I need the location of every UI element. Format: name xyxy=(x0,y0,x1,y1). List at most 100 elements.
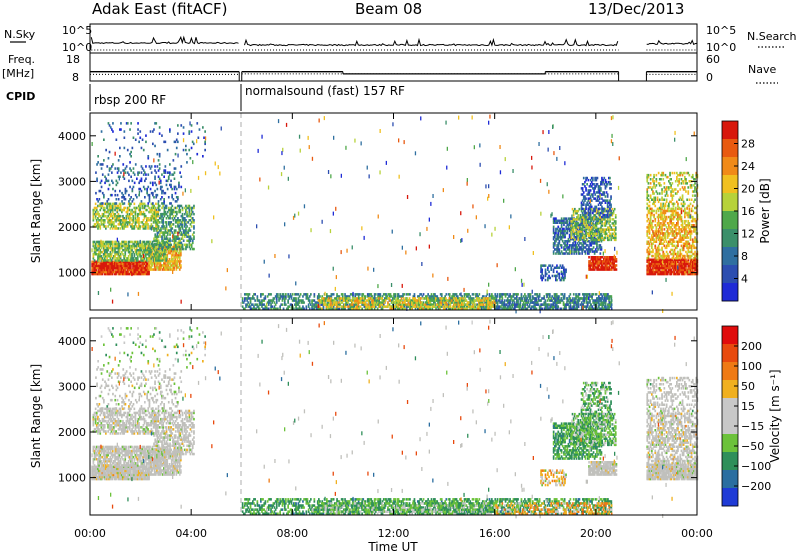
power-cell xyxy=(564,240,566,243)
power-cell xyxy=(445,293,448,296)
power-cell xyxy=(98,266,100,270)
power-cell xyxy=(133,244,136,248)
power-cell xyxy=(454,305,456,308)
power-cell xyxy=(305,293,308,296)
power-cell xyxy=(120,272,123,276)
power-cell xyxy=(429,307,431,310)
power-cell xyxy=(175,256,178,259)
power-cell xyxy=(609,301,612,304)
power-cell xyxy=(445,301,447,304)
power-cell xyxy=(317,299,320,302)
power-cell xyxy=(119,242,122,246)
power-cell xyxy=(275,299,278,302)
power-cell xyxy=(125,219,128,222)
power-cell xyxy=(418,301,421,304)
power-cell xyxy=(552,219,555,222)
power-cell xyxy=(135,259,138,262)
power-cell xyxy=(165,245,168,249)
power-cell xyxy=(561,272,564,276)
power-cell xyxy=(612,258,614,261)
power-cell xyxy=(549,299,551,302)
power-cell xyxy=(92,217,95,220)
power-cell xyxy=(126,257,129,260)
power-cell xyxy=(139,264,141,268)
power-cell xyxy=(282,293,285,296)
power-cell xyxy=(288,297,291,300)
power-cell xyxy=(605,268,607,271)
power-cell xyxy=(123,266,125,270)
power-cell xyxy=(122,202,124,206)
power-cell xyxy=(138,253,140,256)
power-cell xyxy=(575,244,578,247)
power-cell xyxy=(339,297,341,300)
power-cell xyxy=(312,307,314,310)
power-cell xyxy=(591,256,594,259)
power-cell xyxy=(124,255,127,258)
power-cell xyxy=(381,299,384,302)
power-cell xyxy=(348,305,351,308)
power-cell xyxy=(145,177,147,180)
power-cell xyxy=(111,208,114,212)
power-cell xyxy=(105,227,107,230)
power-cell xyxy=(588,268,590,271)
power-cell xyxy=(135,257,138,260)
power-cell xyxy=(448,295,451,298)
power-cell xyxy=(187,233,190,236)
power-cell xyxy=(159,262,162,265)
power-cell xyxy=(105,248,107,252)
power-cell xyxy=(294,303,296,306)
power-cell xyxy=(170,243,172,247)
power-cell xyxy=(561,227,564,231)
power-cell xyxy=(169,251,172,255)
power-cell xyxy=(315,305,318,308)
power-cell xyxy=(122,221,124,224)
power-cell xyxy=(148,255,150,258)
power-cell xyxy=(117,262,120,266)
power-cell xyxy=(496,293,499,296)
power-cell xyxy=(130,196,132,199)
power-cell xyxy=(99,257,102,260)
power-cell xyxy=(191,140,194,144)
power-cell xyxy=(604,264,606,267)
power-cell xyxy=(101,244,104,248)
power-cell xyxy=(451,297,453,300)
power-cell xyxy=(552,301,555,304)
power-cell xyxy=(111,268,114,272)
power-cell xyxy=(390,307,393,310)
power-cell xyxy=(400,297,403,300)
power-cell xyxy=(146,253,148,256)
power-cell xyxy=(575,237,578,241)
power-cell xyxy=(433,297,435,300)
power-cell xyxy=(567,299,570,302)
power-cell xyxy=(154,253,156,256)
power-cell xyxy=(343,305,346,308)
power-cell xyxy=(396,293,399,296)
power-cell xyxy=(295,305,297,308)
power-cell xyxy=(172,245,174,249)
power-cell xyxy=(506,297,509,300)
power-cell xyxy=(340,297,343,300)
power-cell xyxy=(116,210,119,214)
power-cell xyxy=(166,247,169,251)
power-cell xyxy=(172,237,175,240)
power-cell xyxy=(608,266,611,269)
power-cell xyxy=(104,260,107,263)
power-cell xyxy=(598,305,600,308)
power-cell xyxy=(487,301,489,304)
power-cell xyxy=(158,266,161,269)
power-cell xyxy=(564,305,566,308)
power-cell xyxy=(290,307,293,310)
power-cell xyxy=(177,124,179,127)
power-cell xyxy=(144,248,147,252)
power-cell xyxy=(553,274,556,278)
power-cell xyxy=(163,169,165,172)
power-cell xyxy=(137,268,140,272)
power-cell xyxy=(439,297,442,300)
power-cell xyxy=(347,307,350,310)
power-cell xyxy=(557,305,559,308)
power-cell xyxy=(176,253,179,257)
power-cell xyxy=(149,256,151,259)
power-cell xyxy=(308,299,311,302)
power-cell xyxy=(404,307,406,310)
power-cell xyxy=(557,299,559,302)
